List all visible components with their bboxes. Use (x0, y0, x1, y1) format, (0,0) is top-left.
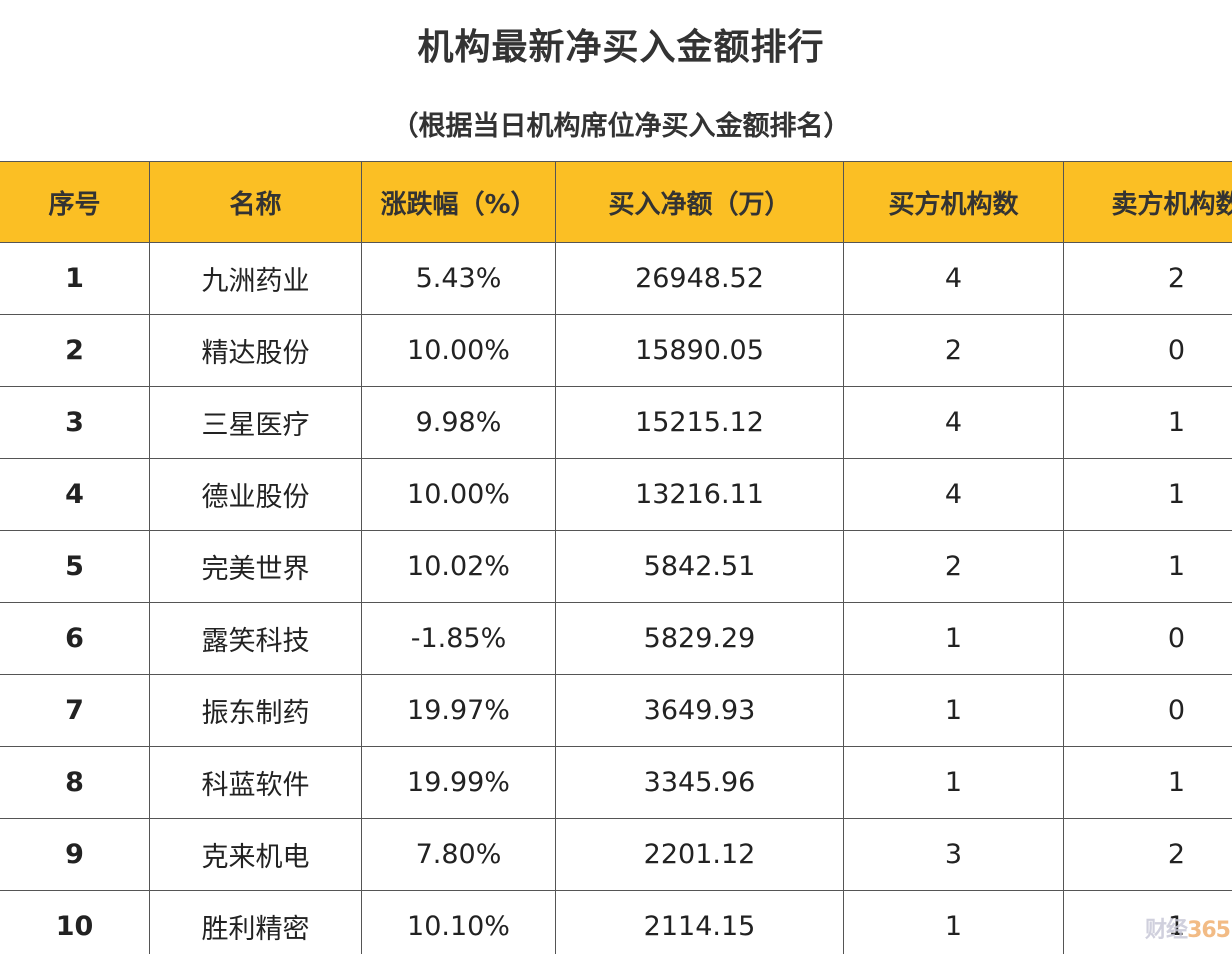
table-row: 6 露笑科技 -1.85% 5829.29 1 0 (0, 602, 1232, 675)
cell-net-buy: 5842.51 (555, 530, 844, 603)
ranking-table: 序号 名称 涨跌幅（%） 买入净额（万） 买方机构数 卖方机构数 1 九洲药业 5.… (0, 161, 1232, 954)
cell-name: 胜利精密 (149, 890, 362, 954)
cell-buyer-count: 1 (843, 890, 1064, 954)
cell-change-pct: 19.99% (361, 746, 556, 819)
cell-net-buy: 3649.93 (555, 674, 844, 747)
table-row: 7 振东制药 19.97% 3649.93 1 0 (0, 674, 1232, 747)
cell-name: 精达股份 (149, 314, 362, 387)
cell-rank: 8 (0, 746, 150, 819)
cell-name: 九洲药业 (149, 242, 362, 315)
cell-seller-count: 1 (1063, 386, 1232, 459)
header-seller-count: 卖方机构数 (1063, 161, 1232, 243)
cell-name: 德业股份 (149, 458, 362, 531)
cell-buyer-count: 3 (843, 818, 1064, 891)
table-row: 8 科蓝软件 19.99% 3345.96 1 1 (0, 746, 1232, 819)
cell-rank: 4 (0, 458, 150, 531)
cell-change-pct: 5.43% (361, 242, 556, 315)
cell-change-pct: 10.10% (361, 890, 556, 954)
header-change-pct: 涨跌幅（%） (361, 161, 556, 243)
cell-net-buy: 3345.96 (555, 746, 844, 819)
cell-seller-count: 2 (1063, 818, 1232, 891)
cell-buyer-count: 4 (843, 386, 1064, 459)
cell-buyer-count: 2 (843, 530, 1064, 603)
cell-seller-count: 1 (1063, 746, 1232, 819)
cell-rank: 1 (0, 242, 150, 315)
cell-seller-count: 1 (1063, 890, 1232, 954)
table-row: 1 九洲药业 5.43% 26948.52 4 2 (0, 242, 1232, 315)
cell-seller-count: 0 (1063, 602, 1232, 675)
watermark-logo: 财经365 (1145, 912, 1231, 944)
cell-buyer-count: 1 (843, 602, 1064, 675)
table-body: 1 九洲药业 5.43% 26948.52 4 2 2 精达股份 10.00% 15890.05 2… (0, 242, 1232, 954)
cell-buyer-count: 1 (843, 674, 1064, 747)
cell-rank: 5 (0, 530, 150, 603)
cell-change-pct: 19.97% (361, 674, 556, 747)
cell-seller-count: 0 (1063, 674, 1232, 747)
cell-rank: 3 (0, 386, 150, 459)
page-title: 机构最新净买入金额排行 (417, 27, 825, 68)
cell-name: 科蓝软件 (149, 746, 362, 819)
table-row: 2 精达股份 10.00% 15890.05 2 0 (0, 314, 1232, 387)
cell-seller-count: 1 (1063, 530, 1232, 603)
ranking-table-container: 序号 名称 涨跌幅（%） 买入净额（万） 买方机构数 卖方机构数 1 九洲药业 5.… (0, 161, 1232, 954)
table-header-row: 序号 名称 涨跌幅（%） 买入净额（万） 买方机构数 卖方机构数 (0, 161, 1232, 243)
cell-rank: 7 (0, 674, 150, 747)
table-row: 10 胜利精密 10.10% 2114.15 1 1 (0, 890, 1232, 954)
cell-name: 露笑科技 (149, 602, 362, 675)
cell-rank: 2 (0, 314, 150, 387)
cell-name: 三星医疗 (149, 386, 362, 459)
cell-net-buy: 26948.52 (555, 242, 844, 315)
table-row: 9 克来机电 7.80% 2201.12 3 2 (0, 818, 1232, 891)
header-buyer-count: 买方机构数 (843, 161, 1064, 243)
cell-net-buy: 2114.15 (555, 890, 844, 954)
cell-rank: 9 (0, 818, 150, 891)
page-subtitle: （根据当日机构席位净买入金额排名） (391, 111, 851, 142)
watermark-number: 365 (1187, 918, 1231, 943)
cell-net-buy: 15890.05 (555, 314, 844, 387)
cell-net-buy: 5829.29 (555, 602, 844, 675)
table-row: 4 德业股份 10.00% 13216.11 4 1 (0, 458, 1232, 531)
table-row: 5 完美世界 10.02% 5842.51 2 1 (0, 530, 1232, 603)
cell-name: 完美世界 (149, 530, 362, 603)
cell-change-pct: 7.80% (361, 818, 556, 891)
header-name: 名称 (149, 161, 362, 243)
cell-buyer-count: 2 (843, 314, 1064, 387)
cell-net-buy: 15215.12 (555, 386, 844, 459)
cell-seller-count: 1 (1063, 458, 1232, 531)
watermark-text: 财经 (1145, 918, 1188, 943)
cell-rank: 6 (0, 602, 150, 675)
cell-seller-count: 2 (1063, 242, 1232, 315)
cell-net-buy: 13216.11 (555, 458, 844, 531)
cell-change-pct: 9.98% (361, 386, 556, 459)
cell-name: 克来机电 (149, 818, 362, 891)
cell-rank: 10 (0, 890, 150, 954)
cell-change-pct: 10.02% (361, 530, 556, 603)
header-rank: 序号 (0, 161, 150, 243)
header-net-buy: 买入净额（万） (555, 161, 844, 243)
cell-buyer-count: 4 (843, 242, 1064, 315)
cell-change-pct: 10.00% (361, 314, 556, 387)
cell-buyer-count: 4 (843, 458, 1064, 531)
cell-name: 振东制药 (149, 674, 362, 747)
cell-change-pct: -1.85% (361, 602, 556, 675)
cell-buyer-count: 1 (843, 746, 1064, 819)
cell-change-pct: 10.00% (361, 458, 556, 531)
cell-seller-count: 0 (1063, 314, 1232, 387)
table-row: 3 三星医疗 9.98% 15215.12 4 1 (0, 386, 1232, 459)
cell-net-buy: 2201.12 (555, 818, 844, 891)
